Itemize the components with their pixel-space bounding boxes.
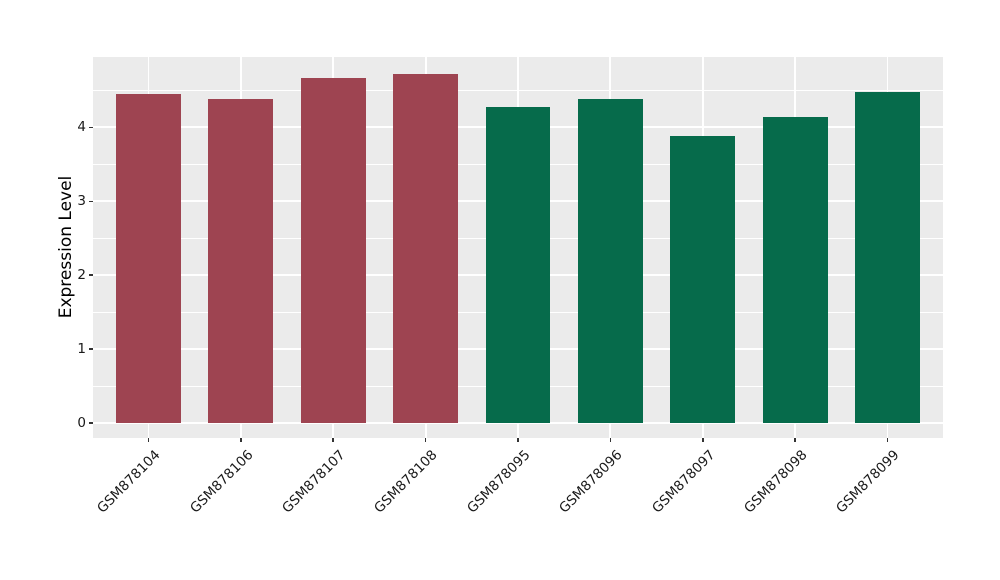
x-tick-label: GSM878097 [648, 447, 719, 517]
x-tick-label: GSM878098 [741, 447, 811, 517]
x-tick-label: GSM878099 [833, 447, 903, 517]
x-tick-mark [240, 438, 242, 442]
y-tick-label: 0 [77, 415, 86, 432]
y-tick-label: 4 [77, 119, 86, 136]
y-tick-label: 3 [77, 193, 86, 210]
plot-panel [93, 57, 943, 438]
x-tick-mark [517, 438, 519, 442]
bar-GSM878107 [300, 78, 366, 424]
bar-GSM878106 [208, 99, 274, 424]
y-tick-mark [89, 348, 93, 350]
bar-GSM878097 [670, 136, 736, 424]
y-tick-mark [89, 200, 93, 202]
bar-GSM878108 [393, 74, 458, 424]
x-tick-mark [332, 438, 334, 442]
y-tick-mark [89, 422, 93, 424]
x-tick-label: GSM878104 [94, 447, 164, 517]
x-tick-label: GSM878095 [463, 447, 534, 517]
x-tick-label: GSM878096 [556, 447, 626, 517]
y-axis-title: Expression Level [56, 175, 76, 319]
x-tick-mark [886, 438, 889, 442]
y-tick-mark [89, 274, 93, 276]
x-tick-mark [702, 438, 704, 442]
x-tick-mark [794, 438, 796, 442]
x-tick-mark [147, 438, 150, 442]
bar-GSM878099 [855, 91, 920, 424]
bar-GSM878098 [762, 116, 828, 424]
y-tick-label: 2 [77, 267, 86, 284]
y-tick-label: 1 [77, 341, 86, 358]
x-tick-label: GSM878108 [371, 447, 441, 517]
x-tick-mark [609, 438, 612, 442]
bar-GSM878096 [578, 99, 643, 424]
bar-GSM878095 [485, 107, 551, 424]
x-tick-label: GSM878107 [279, 447, 349, 517]
x-tick-mark [424, 438, 427, 442]
x-tick-label: GSM878106 [186, 447, 257, 517]
y-tick-mark [89, 126, 93, 129]
bar-GSM878104 [116, 93, 181, 424]
